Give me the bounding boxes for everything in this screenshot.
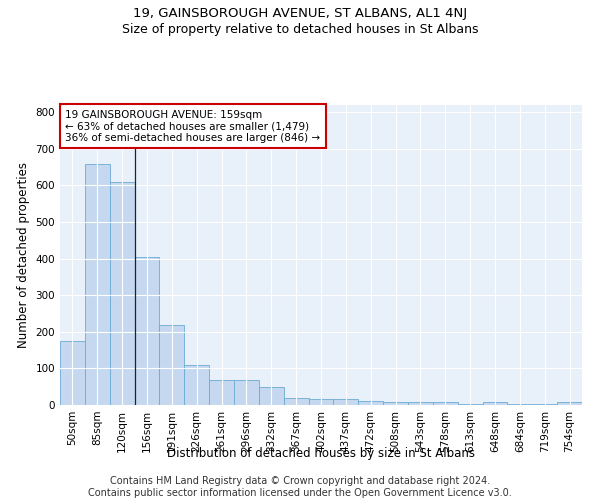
Bar — [433, 402, 458, 405]
Bar — [358, 400, 383, 405]
Bar — [557, 402, 582, 405]
Bar — [259, 388, 284, 405]
Bar — [85, 164, 110, 405]
Bar — [408, 402, 433, 405]
Bar — [482, 402, 508, 405]
Bar — [234, 380, 259, 405]
Text: 19 GAINSBOROUGH AVENUE: 159sqm
← 63% of detached houses are smaller (1,479)
36% : 19 GAINSBOROUGH AVENUE: 159sqm ← 63% of … — [65, 110, 320, 142]
Text: 19, GAINSBOROUGH AVENUE, ST ALBANS, AL1 4NJ: 19, GAINSBOROUGH AVENUE, ST ALBANS, AL1 … — [133, 8, 467, 20]
Bar — [284, 398, 308, 405]
Y-axis label: Number of detached properties: Number of detached properties — [17, 162, 30, 348]
Bar — [458, 404, 482, 405]
Bar — [383, 402, 408, 405]
Text: Size of property relative to detached houses in St Albans: Size of property relative to detached ho… — [122, 22, 478, 36]
Bar — [134, 257, 160, 405]
Bar — [334, 399, 358, 405]
Bar — [209, 380, 234, 405]
Text: Distribution of detached houses by size in St Albans: Distribution of detached houses by size … — [167, 448, 475, 460]
Bar — [110, 182, 134, 405]
Bar — [184, 365, 209, 405]
Bar — [532, 404, 557, 405]
Bar — [60, 341, 85, 405]
Bar — [160, 325, 184, 405]
Bar — [308, 399, 334, 405]
Bar — [508, 404, 532, 405]
Text: Contains HM Land Registry data © Crown copyright and database right 2024.
Contai: Contains HM Land Registry data © Crown c… — [88, 476, 512, 498]
